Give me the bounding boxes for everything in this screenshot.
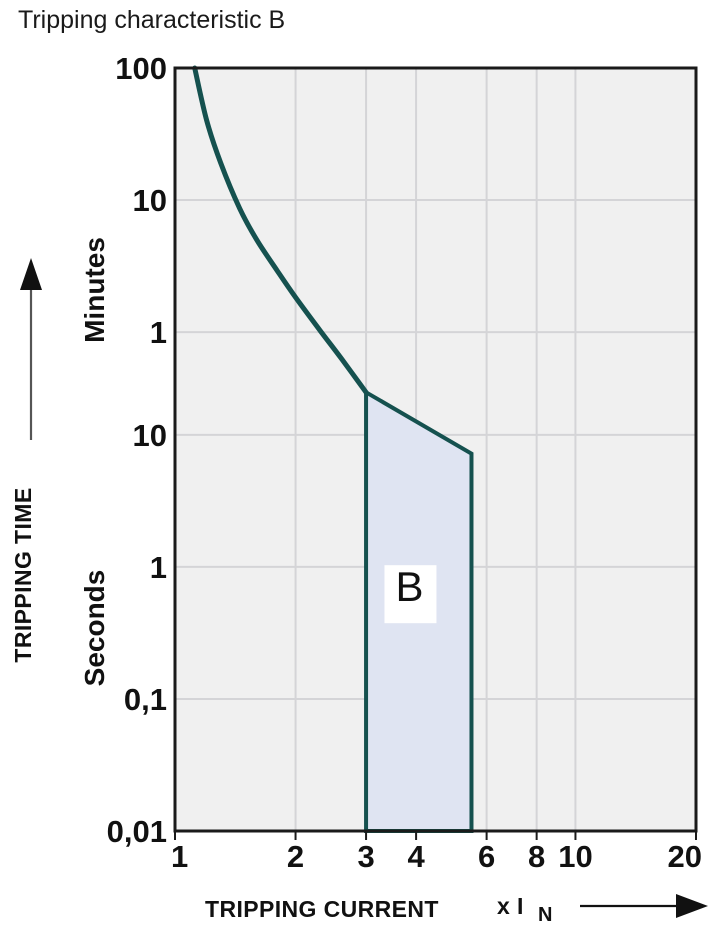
curve-thermal-tripping-curve xyxy=(192,65,369,395)
y-axis-unit-minutes: Minutes xyxy=(79,237,110,343)
y-axis-title: TRIPPING TIME xyxy=(10,487,36,662)
zone-label-backdrop-B xyxy=(384,565,437,624)
y-axis-unit-seconds: Seconds xyxy=(79,570,110,687)
x-tick-10: 10 xyxy=(558,839,592,874)
y-tick-10-minutes: 10 xyxy=(133,183,167,218)
chart-title: Tripping characteristic B xyxy=(18,6,285,34)
y-tick-0,1-seconds: 0,1 xyxy=(124,682,167,717)
x-axis-arrow-head xyxy=(676,894,708,918)
x-tick-1: 1 xyxy=(171,839,188,874)
y-axis-arrow-head xyxy=(20,258,42,290)
x-tick-6: 6 xyxy=(478,839,495,874)
x-tick-4: 4 xyxy=(407,839,425,874)
curve-group xyxy=(192,65,369,395)
zone-label-B: B xyxy=(395,563,423,610)
x-axis-title-group: TRIPPING CURRENT x I N xyxy=(205,893,708,926)
x-tick-8: 8 xyxy=(528,839,545,874)
x-tick-2: 2 xyxy=(287,839,304,874)
x-axis-title: TRIPPING CURRENT xyxy=(205,896,439,922)
y-tick-100-minutes: 100 xyxy=(115,51,167,86)
y-tick-1-minutes: 1 xyxy=(150,315,167,350)
x-tick-3: 3 xyxy=(357,839,374,874)
y-axis-tick-labels: 100 10 1 10 1 0,1 0,01 xyxy=(107,51,167,849)
x-axis-units-subscript: N xyxy=(538,904,552,926)
x-tick-20: 20 xyxy=(668,839,702,874)
y-tick-0,01-seconds: 0,01 xyxy=(107,814,167,849)
plot-frame xyxy=(173,66,698,833)
x-axis-units: x I xyxy=(497,893,524,919)
x-axis-tick-labels: 1 2 3 4 6 8 10 20 xyxy=(171,831,702,874)
zone-group: B xyxy=(364,388,474,833)
y-axis-title-group: TRIPPING TIME xyxy=(10,258,42,663)
y-tick-1-seconds: 1 xyxy=(150,550,167,585)
y-tick-10-seconds: 10 xyxy=(133,418,167,453)
